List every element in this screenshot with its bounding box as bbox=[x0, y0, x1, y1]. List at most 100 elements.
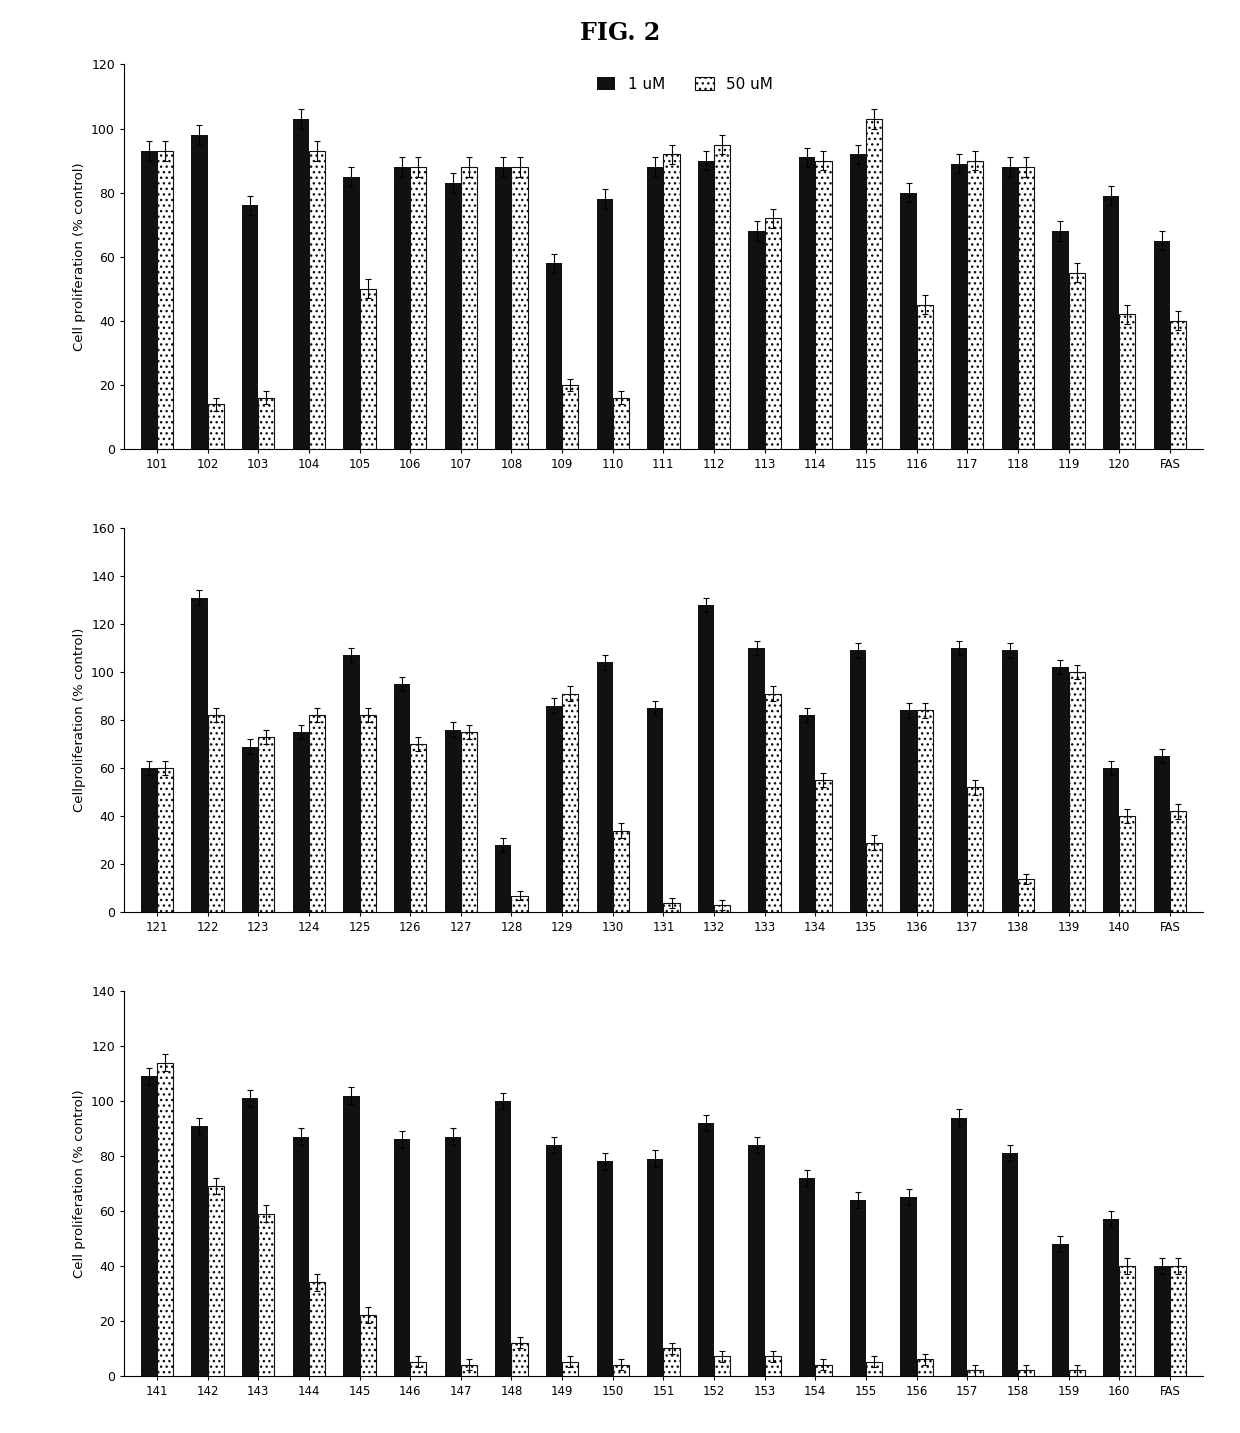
Bar bbox=[613, 1364, 629, 1376]
Bar bbox=[157, 1063, 174, 1376]
Bar bbox=[900, 1197, 916, 1376]
Bar bbox=[1018, 168, 1034, 449]
Bar bbox=[293, 119, 309, 449]
Bar bbox=[613, 398, 629, 449]
Bar bbox=[916, 1358, 932, 1376]
Bar bbox=[1120, 817, 1136, 913]
Bar bbox=[1120, 314, 1136, 449]
Bar bbox=[816, 780, 832, 913]
Bar bbox=[410, 744, 427, 913]
Bar bbox=[765, 218, 781, 449]
Bar bbox=[1104, 1219, 1120, 1376]
Bar bbox=[1018, 878, 1034, 913]
Bar bbox=[647, 708, 663, 913]
Bar bbox=[140, 768, 157, 913]
Bar bbox=[663, 155, 680, 449]
Bar bbox=[596, 199, 613, 449]
Bar bbox=[1069, 272, 1085, 449]
Bar bbox=[410, 1361, 427, 1376]
Bar bbox=[1002, 651, 1018, 913]
Bar bbox=[511, 168, 528, 449]
Bar bbox=[191, 598, 207, 913]
Bar bbox=[258, 1214, 274, 1376]
Bar bbox=[1169, 811, 1187, 913]
Bar bbox=[714, 1357, 730, 1376]
Bar bbox=[799, 715, 816, 913]
Bar bbox=[1069, 1370, 1085, 1376]
Bar bbox=[191, 1126, 207, 1376]
Bar bbox=[816, 160, 832, 449]
Bar bbox=[445, 1136, 461, 1376]
Bar bbox=[309, 1283, 325, 1376]
Bar bbox=[1153, 241, 1169, 449]
Bar bbox=[849, 1199, 866, 1376]
Bar bbox=[663, 1348, 680, 1376]
Bar bbox=[698, 605, 714, 913]
Bar bbox=[799, 158, 816, 449]
Bar bbox=[900, 192, 916, 449]
Bar bbox=[343, 1095, 360, 1376]
Bar bbox=[1069, 672, 1085, 913]
Bar bbox=[1053, 668, 1069, 913]
Bar bbox=[360, 1315, 376, 1376]
Bar bbox=[714, 906, 730, 913]
Bar bbox=[866, 843, 882, 913]
Bar bbox=[765, 1357, 781, 1376]
Bar bbox=[647, 168, 663, 449]
Bar bbox=[967, 1370, 983, 1376]
Bar bbox=[866, 1361, 882, 1376]
Bar bbox=[546, 705, 562, 913]
Bar bbox=[698, 1123, 714, 1376]
Bar bbox=[749, 231, 765, 449]
Legend: 1 uM, 50 uM: 1 uM, 50 uM bbox=[593, 72, 777, 96]
Bar bbox=[663, 903, 680, 913]
Bar bbox=[511, 896, 528, 913]
Text: FIG. 2: FIG. 2 bbox=[580, 21, 660, 46]
Bar bbox=[916, 711, 932, 913]
Bar bbox=[309, 715, 325, 913]
Bar bbox=[849, 651, 866, 913]
Bar bbox=[461, 168, 477, 449]
Bar bbox=[1169, 321, 1187, 449]
Bar bbox=[749, 648, 765, 913]
Bar bbox=[207, 404, 223, 449]
Bar bbox=[157, 150, 174, 449]
Bar bbox=[1153, 1265, 1169, 1376]
Bar bbox=[951, 648, 967, 913]
Bar bbox=[242, 747, 258, 913]
Bar bbox=[495, 845, 511, 913]
Bar bbox=[562, 694, 578, 913]
Bar bbox=[765, 694, 781, 913]
Bar bbox=[1120, 1265, 1136, 1376]
Bar bbox=[293, 732, 309, 913]
Bar bbox=[816, 1364, 832, 1376]
Bar bbox=[343, 655, 360, 913]
Bar bbox=[461, 1364, 477, 1376]
Bar bbox=[157, 768, 174, 913]
Bar bbox=[967, 160, 983, 449]
Bar bbox=[191, 135, 207, 449]
Bar bbox=[495, 168, 511, 449]
Bar bbox=[916, 305, 932, 449]
Bar bbox=[596, 1161, 613, 1376]
Bar bbox=[849, 155, 866, 449]
Bar bbox=[207, 715, 223, 913]
Bar bbox=[698, 160, 714, 449]
Bar bbox=[394, 1139, 410, 1376]
Bar bbox=[461, 732, 477, 913]
Bar bbox=[613, 831, 629, 913]
Bar bbox=[866, 119, 882, 449]
Bar bbox=[714, 145, 730, 449]
Bar bbox=[309, 150, 325, 449]
Bar bbox=[1002, 168, 1018, 449]
Y-axis label: Cell proliferation (% control): Cell proliferation (% control) bbox=[73, 1089, 86, 1278]
Bar bbox=[293, 1136, 309, 1376]
Bar bbox=[207, 1187, 223, 1376]
Bar bbox=[1002, 1154, 1018, 1376]
Bar bbox=[1053, 231, 1069, 449]
Bar bbox=[258, 398, 274, 449]
Bar bbox=[343, 176, 360, 449]
Bar bbox=[1104, 196, 1120, 449]
Bar bbox=[410, 168, 427, 449]
Bar bbox=[360, 715, 376, 913]
